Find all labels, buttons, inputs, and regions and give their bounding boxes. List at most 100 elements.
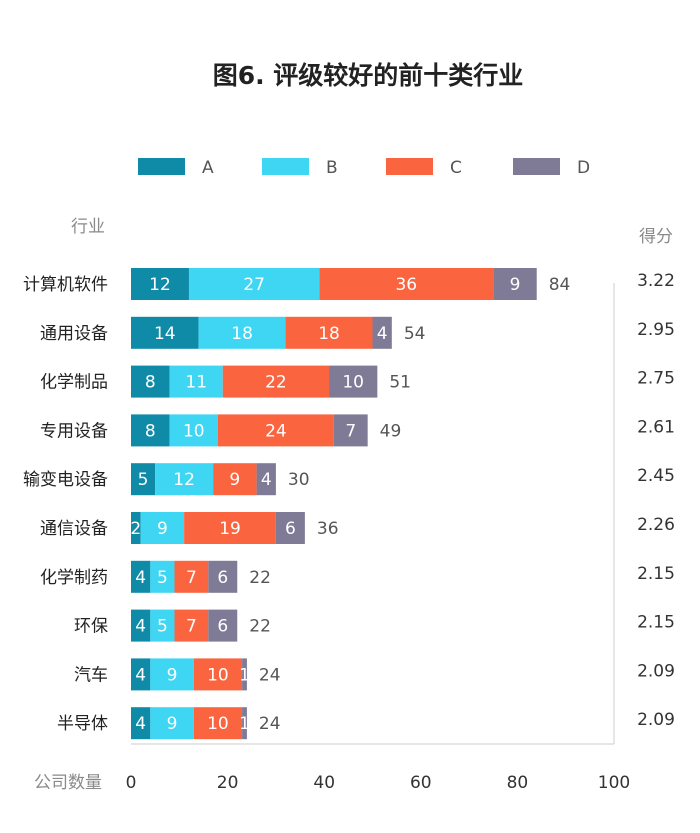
bar-segment-d — [333, 414, 368, 447]
category-label: 半导体 — [57, 714, 108, 734]
legend-label-d: D — [577, 158, 590, 178]
score-value: 2.75 — [637, 369, 675, 389]
segment-value-label: 12 — [173, 470, 195, 490]
segment-value-label: 7 — [345, 421, 356, 441]
legend: A B C D — [138, 158, 590, 178]
segment-value-label: 24 — [265, 421, 287, 441]
bar-segment-a — [131, 658, 151, 691]
legend-label-c: C — [450, 158, 462, 178]
bar-segment-c — [213, 463, 257, 496]
x-tick-label: 0 — [126, 773, 137, 793]
score-value: 2.09 — [637, 661, 675, 681]
bar-row: 环保 4 5 7 6 22 2.15 — [74, 609, 675, 642]
bar-total-label: 54 — [404, 324, 426, 344]
bar-total-label: 30 — [288, 470, 310, 490]
bar-segment-c — [319, 268, 494, 300]
bar-segment-b — [198, 316, 286, 349]
category-label: 化学制药 — [40, 568, 108, 588]
segment-value-label: 5 — [157, 568, 168, 588]
segment-value-label: 4 — [377, 324, 388, 344]
segment-value-label: 8 — [145, 421, 156, 441]
segment-value-label: 10 — [342, 373, 364, 393]
segment-value-label: 14 — [154, 324, 176, 344]
segment-value-label: 22 — [265, 373, 287, 393]
legend-swatch-a — [138, 158, 185, 175]
bar-segment-d — [242, 658, 247, 691]
legend-swatch-d — [513, 158, 560, 175]
score-value: 2.15 — [637, 564, 675, 584]
bar-segment-a — [131, 316, 199, 349]
bar-segment-d — [208, 609, 238, 642]
segment-value-label: 9 — [167, 714, 178, 734]
segment-value-label: 11 — [185, 373, 207, 393]
score-value: 2.09 — [637, 710, 675, 730]
segment-value-label: 5 — [157, 617, 168, 637]
bar-segment-c — [285, 316, 373, 349]
segment-value-label: 4 — [135, 568, 146, 588]
bar-segment-b — [169, 365, 223, 398]
legend-label-a: A — [202, 158, 214, 178]
bar-row: 专用设备 8 10 24 7 49 2.61 — [40, 414, 675, 447]
bar-segment-b — [150, 707, 194, 740]
bar-segment-a — [131, 609, 151, 642]
segment-value-label: 9 — [229, 470, 240, 490]
bar-row: 半导体 4 9 10 1 24 2.09 — [57, 707, 675, 740]
bar-row: 通信设备 2 9 19 6 36 2.26 — [40, 512, 675, 544]
bar-segment-a — [131, 268, 189, 300]
segment-value-label: 4 — [261, 470, 272, 490]
category-label: 汽车 — [74, 665, 108, 685]
category-label: 通用设备 — [40, 324, 108, 344]
bar-row: 通用设备 14 18 18 4 54 2.95 — [40, 316, 675, 349]
x-tick-label: 60 — [410, 773, 432, 793]
bar-segment-c — [222, 365, 330, 398]
segment-value-label: 1 — [239, 665, 250, 685]
segment-value-label: 10 — [183, 421, 205, 441]
category-label: 环保 — [74, 617, 108, 637]
bar-total-label: 36 — [317, 519, 339, 539]
segment-value-label: 9 — [167, 665, 178, 685]
category-label: 化学制品 — [40, 373, 108, 393]
category-label: 计算机软件 — [23, 275, 108, 295]
legend-swatch-c — [386, 158, 433, 175]
x-tick-label: 100 — [598, 773, 630, 793]
bar-segment-a — [131, 365, 170, 398]
score-value: 2.45 — [637, 466, 675, 486]
bar-segment-a — [131, 512, 141, 544]
segment-value-label: 7 — [186, 568, 197, 588]
bar-row: 输变电设备 5 12 9 4 30 2.45 — [23, 463, 675, 496]
x-tick-label: 80 — [507, 773, 529, 793]
bar-total-label: 22 — [249, 568, 271, 588]
segment-value-label: 9 — [157, 519, 168, 539]
bar-segment-d — [275, 512, 305, 544]
bar-segment-c — [217, 414, 334, 447]
segment-value-label: 18 — [318, 324, 340, 344]
segment-value-label: 27 — [243, 275, 265, 295]
bar-row: 汽车 4 9 10 1 24 2.09 — [74, 658, 675, 691]
bar-row: 化学制品 8 11 22 10 51 2.75 — [40, 365, 675, 398]
bar-segment-b — [169, 414, 218, 447]
bar-segment-c — [184, 512, 276, 544]
x-tick-label: 40 — [313, 773, 335, 793]
bar-total-label: 24 — [259, 665, 281, 685]
segment-value-label: 18 — [231, 324, 253, 344]
score-value: 2.61 — [637, 417, 675, 437]
score-value: 3.22 — [637, 271, 675, 291]
bar-segment-c — [193, 707, 243, 740]
score-value: 2.95 — [637, 320, 675, 340]
legend-label-b: B — [326, 158, 338, 178]
bar-row: 化学制药 4 5 7 6 22 2.15 — [40, 560, 675, 593]
segment-value-label: 12 — [149, 275, 171, 295]
bar-segment-a — [131, 707, 151, 740]
segment-value-label: 10 — [207, 665, 229, 685]
segment-value-label: 9 — [510, 275, 521, 295]
x-axis-label: 公司数量 — [34, 773, 102, 793]
bar-segment-d — [256, 463, 276, 496]
category-header: 行业 — [71, 217, 105, 237]
segment-value-label: 4 — [135, 714, 146, 734]
segment-value-label: 4 — [135, 617, 146, 637]
bar-total-label: 84 — [549, 275, 571, 295]
bar-total-label: 24 — [259, 714, 281, 734]
segment-value-label: 4 — [135, 665, 146, 685]
